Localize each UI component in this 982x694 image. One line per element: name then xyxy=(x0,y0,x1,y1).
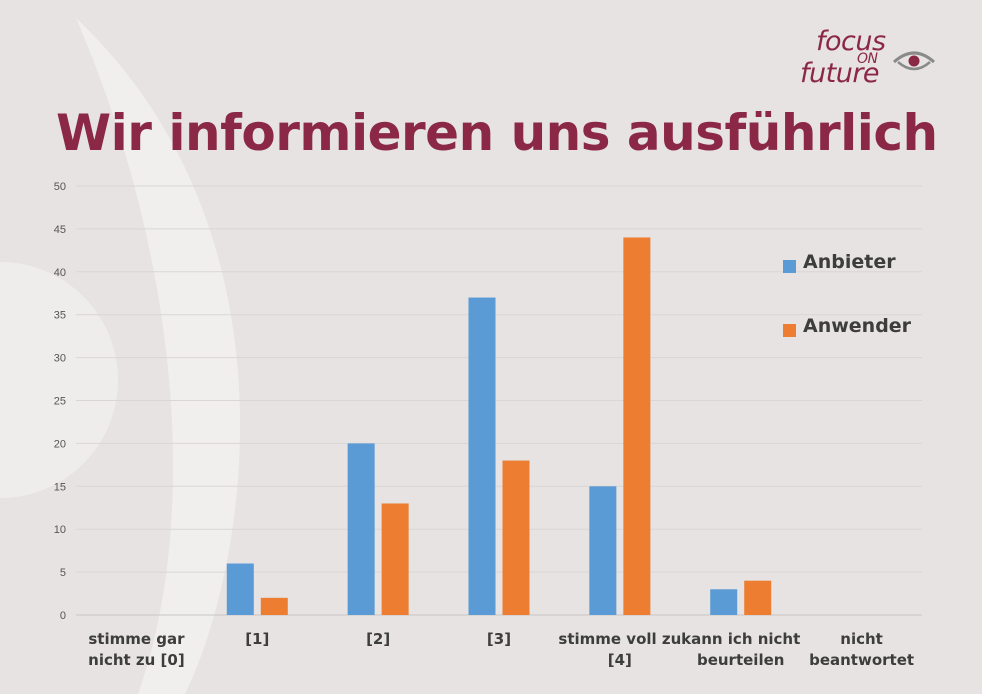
page-title: Wir informieren uns ausführlich xyxy=(56,104,938,162)
x-category-label: kann ich nicht beurteilen xyxy=(679,629,803,671)
bar-anwender-5 xyxy=(744,580,772,615)
bar-anwender-1 xyxy=(260,597,288,615)
x-category-label-line: nicht xyxy=(840,630,883,648)
x-category-label: stimme gar nicht zu [0] xyxy=(74,629,198,671)
x-category-label-line: stimme gar xyxy=(88,630,185,648)
x-category-label-line: kann ich nicht xyxy=(681,630,801,648)
logo-text-on: ON xyxy=(857,51,878,67)
x-category-label-line: beurteilen xyxy=(696,651,785,669)
y-tick-label: 30 xyxy=(54,353,66,365)
legend-swatch-anwender xyxy=(783,324,796,337)
legend-label-anbieter: Anbieter xyxy=(803,251,896,273)
x-category-label: stimme voll zu [4] xyxy=(558,629,682,671)
x-category-label-line: [4] xyxy=(607,651,632,669)
y-tick-label: 25 xyxy=(54,396,66,408)
legend: Anbieter Anwender xyxy=(783,251,911,379)
legend-item-anbieter: Anbieter xyxy=(783,251,911,315)
logo-text-future: future xyxy=(800,58,880,89)
legend-label-anwender: Anwender xyxy=(803,315,912,337)
y-tick-label: 5 xyxy=(60,567,66,579)
x-category-label-line: beantwortet xyxy=(809,651,915,669)
legend-swatch-anbieter xyxy=(783,260,796,273)
x-category-label-line: nicht zu [0] xyxy=(88,651,185,669)
focus-on-future-logo: focus ON future xyxy=(798,26,948,92)
x-category-label-line: [1] xyxy=(245,630,270,648)
logo-text-focus: focus xyxy=(816,26,886,57)
bar-anbieter-1 xyxy=(226,563,254,615)
eye-icon xyxy=(892,51,936,71)
gridlines xyxy=(76,185,922,616)
y-tick-label: 20 xyxy=(54,438,66,450)
bar-anbieter-3 xyxy=(468,297,496,615)
y-tick-label: 10 xyxy=(54,524,66,536)
x-category-label-line: [2] xyxy=(366,630,391,648)
x-category-label-line: [3] xyxy=(486,630,512,648)
x-category-label: nicht beantwortet xyxy=(800,629,924,671)
y-tick-label: 15 xyxy=(54,481,66,493)
bar-anwender-4 xyxy=(623,237,651,616)
bar-anwender-2 xyxy=(381,503,409,615)
bars xyxy=(226,237,772,616)
y-tick-label: 35 xyxy=(54,310,66,322)
bar-anbieter-2 xyxy=(347,443,375,615)
bar-anbieter-4 xyxy=(589,486,617,615)
bar-anwender-3 xyxy=(502,460,530,615)
y-tick-label: 0 xyxy=(60,610,66,622)
x-category-label-line: stimme voll zu xyxy=(558,630,682,648)
x-category-label: [2] xyxy=(316,629,440,650)
y-tick-label: 40 xyxy=(54,267,66,279)
y-tick-label: 45 xyxy=(54,224,66,236)
legend-item-anwender: Anwender xyxy=(783,315,911,379)
y-tick-label: 50 xyxy=(54,181,66,193)
x-category-label: [3] xyxy=(437,629,561,650)
bar-anbieter-5 xyxy=(710,589,738,615)
x-category-label: [1] xyxy=(195,629,319,650)
y-axis-ticks: 0 5 10 15 20 25 30 35 40 45 50 xyxy=(54,181,66,622)
